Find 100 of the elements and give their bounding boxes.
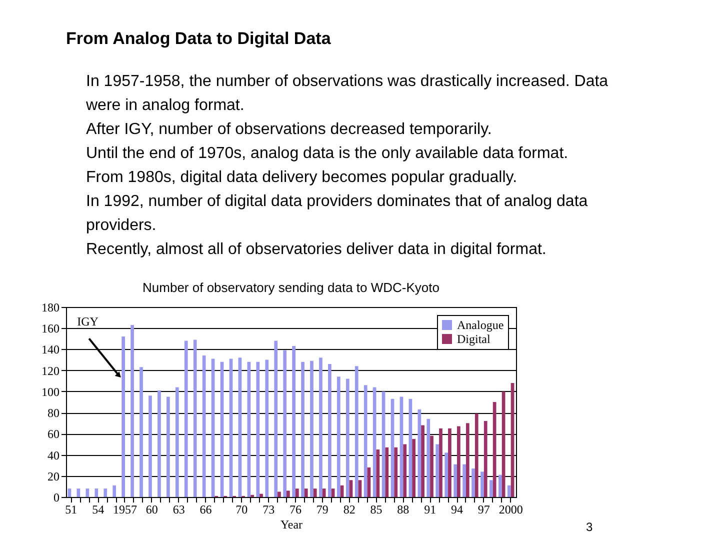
bar	[278, 492, 281, 497]
text: Recently, almost all of observatories deliver data in digital format.	[86, 241, 546, 258]
bar	[319, 358, 322, 497]
text: In 1992, number of digital data providers dominates that of analog data providers.	[86, 193, 588, 234]
x-tick-label: 70	[236, 502, 248, 516]
text: After IGY, number of observations decreased temporarily.	[86, 121, 492, 138]
bar	[260, 494, 263, 497]
bar	[484, 421, 488, 497]
x-tick-label: 85	[370, 502, 382, 516]
bar	[394, 447, 398, 497]
bar	[448, 428, 452, 497]
bar	[480, 472, 484, 497]
x-tick-label: 60	[146, 502, 158, 516]
bar	[457, 426, 460, 497]
bar	[148, 396, 152, 497]
bar	[104, 488, 108, 497]
bar	[336, 376, 340, 497]
y-tick-label: 20	[48, 469, 60, 484]
bar	[112, 485, 116, 497]
y-tick-label: 180	[42, 300, 60, 314]
bar	[158, 390, 161, 497]
text: From 1980s, digital data delivery becomes popular gradually.	[86, 169, 518, 186]
bar	[444, 452, 448, 497]
bar	[454, 464, 457, 497]
legend-label: Analogue	[457, 318, 504, 332]
bar	[202, 356, 206, 497]
text: Until the end of 1970s, analog data is the only available data format.	[86, 145, 568, 162]
y-tick-label: 120	[42, 364, 60, 378]
bar	[490, 480, 493, 497]
x-axis-title: Year	[280, 518, 303, 532]
bar	[301, 362, 304, 497]
bar	[472, 468, 475, 497]
x-tick-label: 88	[397, 502, 410, 516]
x-tick-label: 66	[200, 502, 212, 516]
y-tick-label: 100	[42, 384, 60, 399]
x-tick-label: 91	[424, 502, 436, 516]
bar	[439, 428, 442, 497]
bar	[86, 488, 90, 497]
bar	[421, 425, 424, 497]
y-tick-label: 60	[48, 427, 60, 442]
x-tick-label: 76	[289, 502, 302, 516]
x-tick-label: 73	[262, 502, 275, 516]
bar	[140, 367, 143, 497]
bar	[94, 488, 98, 497]
bar	[313, 488, 317, 497]
bar	[358, 480, 362, 497]
bar	[346, 378, 350, 497]
bar	[256, 362, 260, 497]
bar	[474, 414, 478, 497]
x-tick-label: 82	[343, 502, 356, 516]
bar	[385, 447, 389, 497]
annotation: IGY	[77, 314, 99, 329]
x-tick-label: 97	[478, 502, 490, 516]
bar	[349, 480, 353, 497]
bar	[166, 396, 170, 497]
bar	[492, 402, 496, 497]
y-tick-label: 0	[54, 490, 60, 504]
bar	[295, 488, 299, 497]
bar	[175, 387, 179, 497]
text: 3	[586, 520, 593, 534]
bar	[462, 464, 466, 497]
bar	[286, 490, 290, 497]
bar	[466, 423, 470, 497]
bar	[304, 488, 308, 497]
bar	[328, 364, 332, 497]
bar	[292, 346, 296, 497]
bar	[265, 360, 269, 497]
bar	[364, 385, 368, 497]
x-tick-label: 63	[172, 502, 185, 516]
bar	[376, 450, 380, 497]
text: In 1957-1958, the number of observations was drastically increased. Data were in analog format.	[85, 73, 608, 114]
bar	[122, 336, 125, 497]
bar	[184, 340, 188, 497]
bar	[193, 340, 197, 497]
y-tick-label: 80	[48, 406, 60, 420]
bar	[310, 360, 314, 497]
bar	[412, 438, 416, 497]
chart-title: From Analog Data to Digital Data	[66, 29, 332, 48]
bar	[498, 474, 502, 497]
x-tick-label: 79	[316, 502, 328, 516]
x-tick-label: 51	[65, 502, 78, 516]
bar	[430, 436, 434, 497]
bar	[418, 409, 422, 497]
bar	[403, 444, 407, 497]
bar	[507, 485, 511, 497]
bar	[274, 340, 278, 497]
bar	[130, 324, 134, 497]
x-tick-label: 2000	[498, 502, 523, 516]
bar	[436, 444, 440, 497]
bar	[283, 350, 287, 497]
y-tick-label: 140	[42, 342, 60, 357]
y-tick-label: 40	[48, 448, 60, 462]
bar	[322, 488, 326, 497]
x-tick-label: 94	[451, 502, 463, 516]
bar	[426, 418, 430, 497]
bar	[354, 366, 358, 497]
x-tick-label: 54	[92, 502, 104, 516]
legend-label: Digital	[457, 332, 491, 346]
y-tick-label: 160	[42, 322, 60, 336]
x-tick-label: 1957	[113, 502, 137, 516]
